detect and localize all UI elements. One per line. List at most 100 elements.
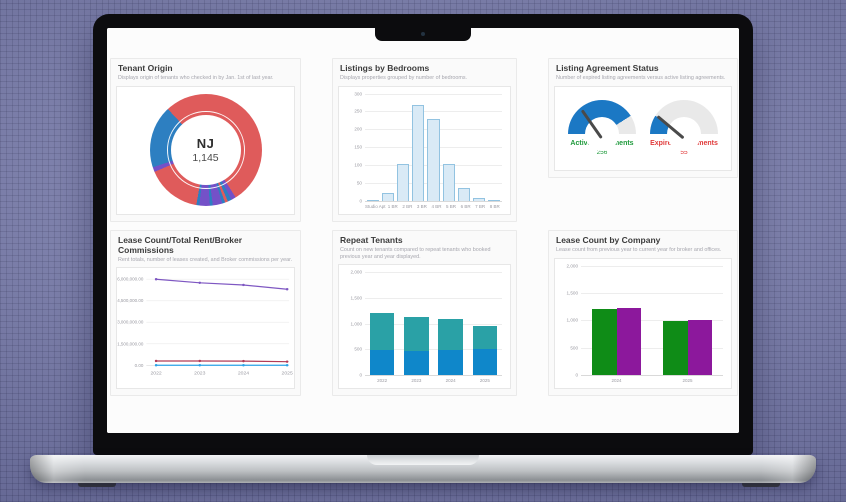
x-axis-tick: 2022: [377, 377, 388, 383]
bar: [381, 193, 394, 201]
y-axis-tick: 500: [570, 345, 578, 351]
widget-subtitle: Lease count from previous year to curren…: [556, 246, 722, 253]
gridline: [581, 347, 723, 349]
donut-ring: NJ 1,145: [149, 94, 262, 207]
bar: [662, 320, 688, 375]
bar: [427, 118, 440, 201]
x-axis-tick: 6 BR: [460, 203, 471, 209]
y-axis-tick: 6,000,000.00: [117, 277, 144, 282]
y-axis-tick: 0.00: [135, 363, 144, 368]
bar: [591, 308, 617, 375]
gauge-expired-agreements: Expired Agreements 55: [650, 100, 718, 156]
stacked-bar-chart: 2,000 1,500 1,000 500 0 2022 2023 2024 2025: [338, 264, 511, 389]
y-axis-tick: 1,500: [350, 295, 363, 301]
bar-segment: [369, 350, 395, 375]
data-point: [154, 360, 158, 363]
donut-inner-ring: [166, 111, 245, 190]
x-axis-tick: Studio Apt: [365, 203, 386, 209]
display-notch: [375, 28, 471, 41]
y-axis-tick: 250: [354, 108, 362, 114]
gridline: [581, 265, 723, 267]
laptop-foot-left: [78, 479, 116, 487]
x-axis-tick: 2025: [282, 371, 294, 377]
donut-wrap: NJ 1,145: [117, 87, 294, 214]
data-point: [242, 360, 245, 363]
camera-icon: [421, 32, 425, 36]
y-axis-tick: 4,500,000.00: [117, 299, 144, 304]
widget-header: Tenant Origin Displays origin of tenants…: [111, 59, 300, 86]
widget-listings-by-bedrooms[interactable]: Listings by Bedrooms Displays properties…: [332, 58, 517, 222]
gauge-value: 256: [596, 149, 608, 157]
y-axis-tick: 500: [354, 346, 362, 352]
y-axis-tick: 100: [354, 162, 362, 168]
bars: [365, 272, 502, 375]
bar-segment: [472, 349, 498, 375]
gauge-dial: [650, 100, 718, 152]
line-chart: 6,000,000.00 4,500,000.00 3,000,000.00 1,50…: [116, 267, 295, 389]
bar: [488, 199, 501, 201]
y-axis-tick: 3,000,000.00: [117, 320, 144, 325]
x-axis: 2024 2025: [581, 375, 723, 383]
x-axis-tick: 1 BR: [387, 203, 398, 209]
gridline: [365, 201, 502, 202]
bar-segment: [438, 318, 463, 350]
data-point: [154, 364, 158, 367]
grouped-bar-chart: 2,000 1,500 1,000 500 0 2024 2025: [554, 257, 732, 389]
bars: [365, 94, 502, 201]
bar-segment: [404, 317, 429, 351]
y-axis-tick: 300: [354, 91, 362, 97]
data-point: [198, 281, 202, 285]
laptop-display: Tenant Origin Displays origin of tenants…: [107, 28, 739, 433]
gridline: [365, 93, 502, 95]
bar: [616, 308, 642, 375]
widget-header: Listing Agreement Status Number of expir…: [549, 59, 737, 86]
bar-group: [662, 266, 713, 375]
x-axis-tick: 3 BR: [416, 203, 427, 209]
widget-header: Repeat Tenants Count on new tenants comp…: [333, 231, 516, 264]
laptop-foot-right: [742, 479, 780, 487]
widget-header: Listings by Bedrooms Displays properties…: [333, 59, 516, 86]
data-point: [154, 278, 158, 281]
data-point: [198, 364, 202, 367]
x-axis-tick: 2022: [150, 371, 162, 377]
laptop-base: [30, 455, 816, 483]
widget-title: Lease Count/Total Rent/Broker Commission…: [118, 235, 243, 255]
bar: [457, 188, 470, 201]
widget-tenant-origin[interactable]: Tenant Origin Displays origin of tenants…: [110, 58, 301, 222]
x-axis-tick: 8 BR: [489, 203, 500, 209]
x-axis-tick: 2025: [479, 377, 490, 383]
bar: [412, 104, 425, 201]
widget-lease-count-by-company[interactable]: Lease Count by Company Lease count from …: [548, 230, 738, 396]
widget-title: Repeat Tenants: [340, 235, 403, 245]
widget-header: Lease Count/Total Rent/Broker Commission…: [111, 231, 300, 267]
x-axis: 2022 2023 2024 2025: [365, 375, 502, 383]
donut-center-label: NJ: [196, 136, 215, 152]
y-axis-tick: 50: [356, 180, 362, 186]
widget-lease-rent-commissions[interactable]: Lease Count/Total Rent/Broker Commission…: [110, 230, 301, 396]
x-axis: Studio Apt 1 BR 2 BR 3 BR 4 BR 5 BR 6 BR 7 BR 8 …: [365, 201, 502, 209]
stacked-bar: [438, 272, 463, 375]
gauge-value: 55: [680, 149, 688, 157]
company-plot: 2,000 1,500 1,000 500 0 2024 2025: [567, 263, 723, 383]
y-axis-tick: 2,000: [566, 263, 579, 269]
x-axis-tick: 2023: [194, 371, 206, 377]
gridline: [365, 323, 502, 325]
line-series: [156, 278, 288, 291]
gridline: [365, 272, 502, 274]
laptop-lid-notch: [367, 455, 479, 465]
stacked-bar: [404, 272, 429, 375]
widget-repeat-tenants[interactable]: Repeat Tenants Count on new tenants comp…: [332, 230, 517, 396]
widget-listing-agreement-status[interactable]: Listing Agreement Status Number of expir…: [548, 58, 738, 178]
gauge-active-agreements: Active Agreements 256: [568, 100, 636, 156]
x-axis-tick: 2024: [445, 377, 456, 383]
gridline: [365, 111, 502, 113]
laptop-screen-bezel: Tenant Origin Displays origin of tenants…: [93, 14, 753, 455]
x-axis-tick: 2 BR: [402, 203, 413, 209]
bedrooms-plot: 300 250 200 150 100 50 0 Studio Apt 1 BR 2 BR 3 BR…: [354, 91, 502, 209]
gridline: [365, 375, 502, 376]
gridline: [365, 297, 502, 299]
bar: [396, 164, 410, 201]
stacked-bar: [369, 272, 395, 375]
x-axis-tick: 2024: [611, 377, 622, 383]
donut-chart: NJ 1,145: [116, 85, 295, 215]
